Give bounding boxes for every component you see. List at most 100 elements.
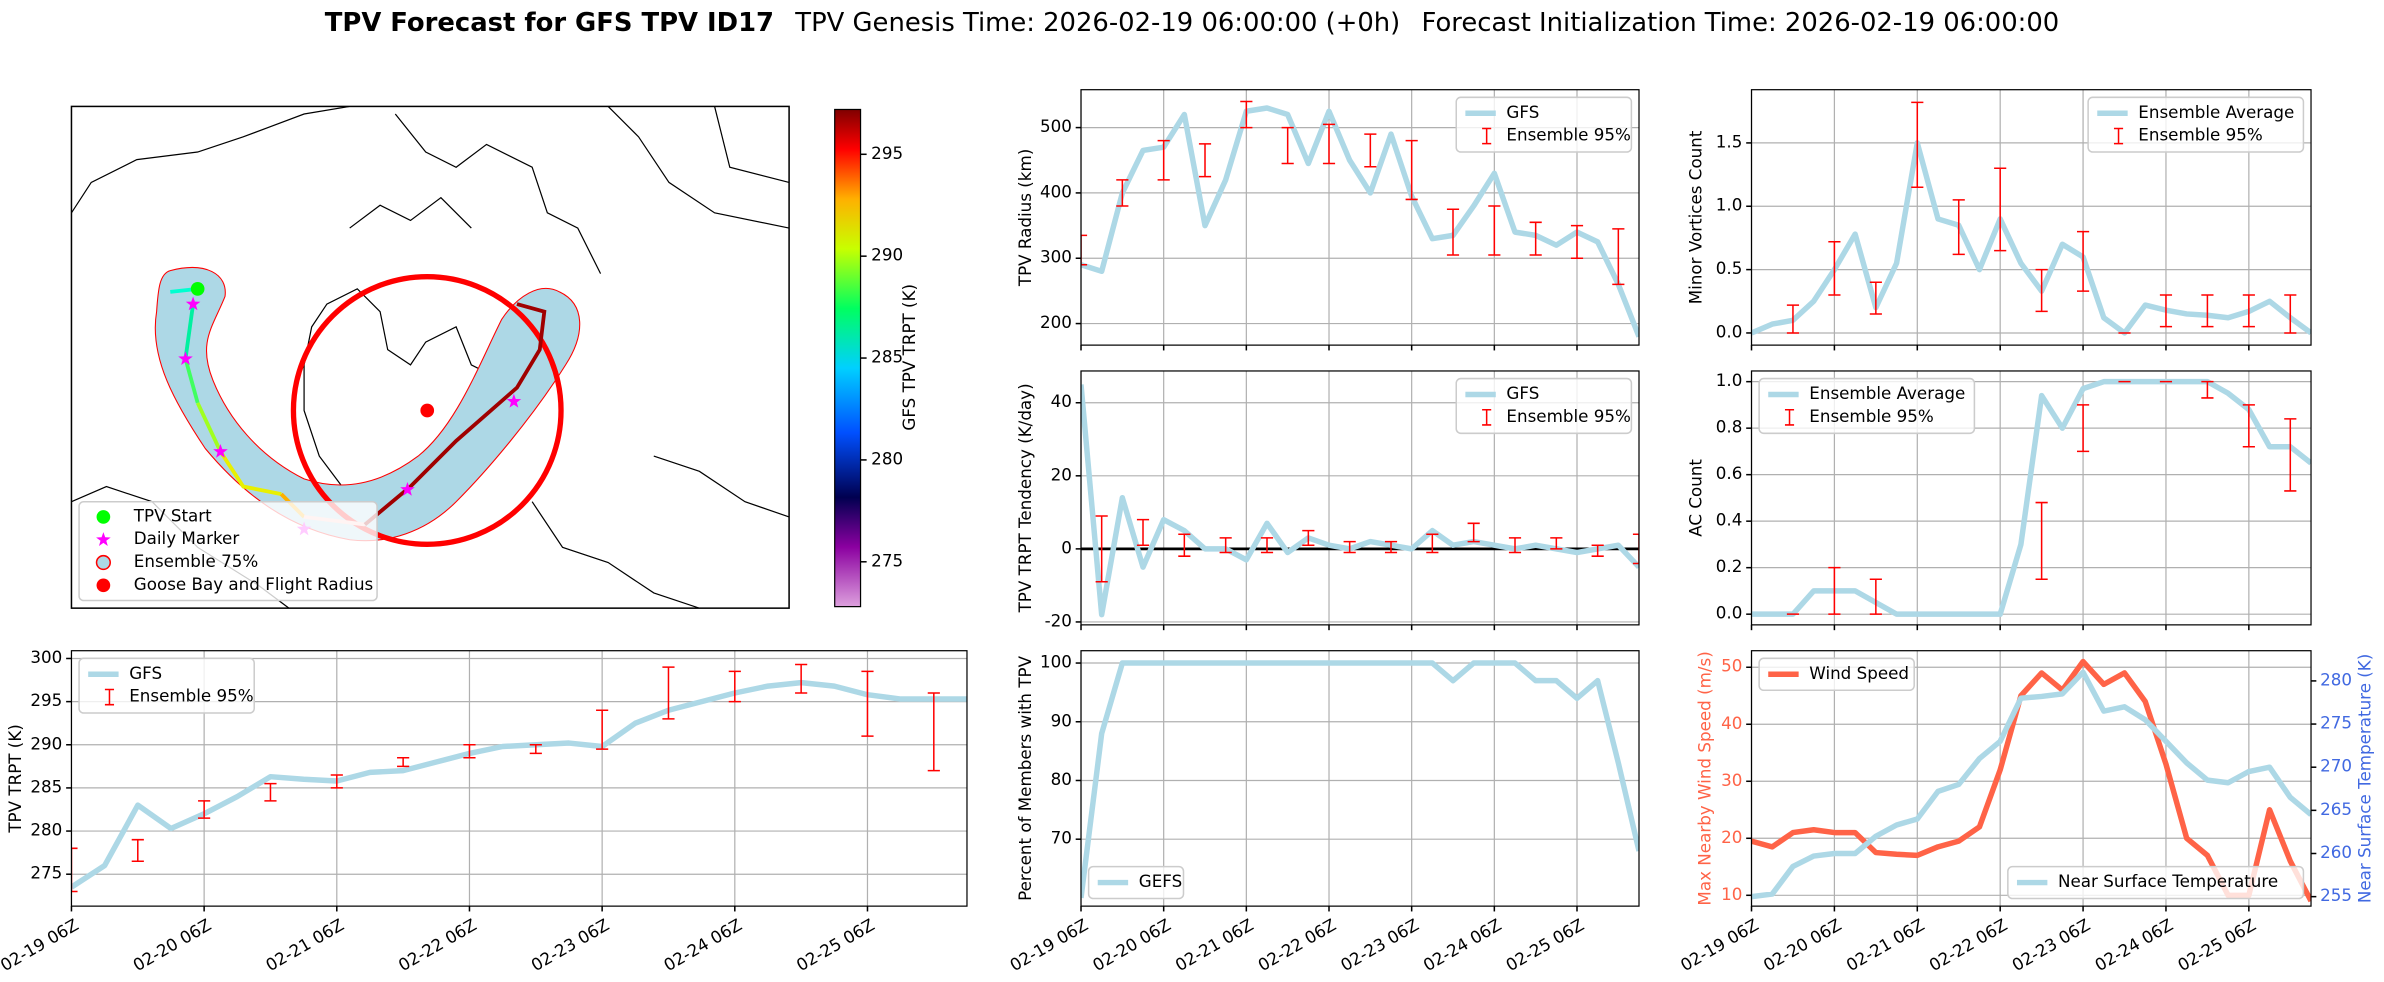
y-tick-label: 0.5: [1716, 258, 1743, 278]
x-tick-label: 02-22 06Z: [395, 914, 480, 975]
legend-label: Ensemble 95%: [1809, 406, 1933, 426]
x-tick-label: 02-19 06Z: [0, 914, 82, 975]
colorbar-tick-label: 290: [871, 245, 903, 265]
error-bar: [728, 670, 741, 703]
x-tick-label: 02-19 06Z: [1006, 914, 1091, 975]
legend-label: Ensemble 95%: [2138, 125, 2262, 145]
legend-label: Ensemble 95%: [129, 686, 253, 706]
y-tick-label: 275: [30, 863, 62, 883]
y-tick-label: 300: [1040, 247, 1072, 267]
y-axis-label: AC Count: [1685, 459, 1705, 537]
error-bar: [1136, 518, 1150, 546]
legend-label: Ensemble Average: [2138, 102, 2294, 122]
error-bar: [1869, 578, 1882, 615]
y-tick-label: 70: [1051, 828, 1072, 848]
colorbar-tick-label: 280: [871, 448, 903, 468]
error-bar: [1095, 515, 1108, 583]
legend-swatch: [2113, 127, 2124, 145]
legend-label: Ensemble 95%: [1506, 406, 1630, 426]
error-bar: [1405, 139, 1418, 201]
legend-label: GFS: [1506, 383, 1539, 403]
y-tick-label: 280: [30, 820, 62, 840]
y-tick-label: 300: [30, 647, 62, 667]
colorbar: [834, 108, 862, 608]
x-tick-label: 02-25 06Z: [2174, 914, 2259, 975]
y-tick-label: 0.2: [1716, 556, 1743, 576]
panel: -20 0 20 40 TPV TRPT Tendency (K/day) GFS Ense…: [1015, 370, 1640, 630]
title-genesis: TPV Genesis Time: 2026-02-19 06:00:00 (+…: [794, 7, 1400, 37]
plot-area: [1081, 650, 1639, 907]
x-tick-label: 02-20 06Z: [1089, 914, 1174, 975]
x-tick-label: 02-23 06Z: [1337, 914, 1422, 975]
y-tick-label: 0.0: [1716, 321, 1743, 341]
x-tick-label: 02-21 06Z: [1843, 914, 1928, 975]
error-bar: [1240, 100, 1253, 129]
legend-box: [78, 500, 378, 602]
series-line: [1081, 384, 1639, 618]
colorbar-tick-label: 295: [871, 143, 903, 163]
x-tick-label: 02-24 06Z: [1420, 914, 1505, 975]
error-bar: [1081, 234, 1088, 266]
axes-frame: [1080, 650, 1640, 907]
series-line: [1751, 669, 2312, 900]
y-tick-label: 1.5: [1716, 131, 1743, 151]
y-tick-label: 100: [1040, 652, 1072, 672]
y-tick-label: -20: [1045, 610, 1072, 630]
y-tick-label: 0.0: [1716, 603, 1743, 623]
error-bar: [2201, 294, 2214, 328]
error-bar: [2242, 404, 2255, 448]
legend-marker: [96, 510, 111, 524]
error-bar: [927, 692, 940, 772]
legend-swatch: [1784, 408, 1795, 426]
tpv-start: [190, 282, 205, 296]
x-tick-label: 02-20 06Z: [129, 914, 214, 975]
error-bar: [1446, 208, 1460, 256]
error-bar: [529, 744, 542, 755]
error-bar: [1632, 533, 1639, 565]
legend-box: [1758, 657, 1915, 692]
error-bar: [1364, 133, 1377, 168]
axes-frame: [70, 650, 968, 907]
map: TPV Start Daily Marker Ensemble 75% Goos…: [70, 105, 919, 609]
flight-radius: [290, 274, 564, 547]
y-axis-label: TPV Radius (km): [1015, 149, 1035, 287]
y-tick-label: 90: [1051, 710, 1072, 730]
error-bar: [1828, 240, 1841, 296]
y-tick-label: 20: [1721, 827, 1742, 847]
series-line: [1751, 378, 2312, 617]
legend-box: [2007, 865, 2305, 900]
error-bar: [2159, 294, 2173, 328]
y-tick-label: 285: [30, 776, 62, 796]
plot-area: [1751, 650, 2312, 907]
error-bar: [2284, 418, 2297, 492]
y-tick-label: 0.8: [1716, 417, 1743, 437]
y-axis-label: Minor Vortices Count: [1685, 130, 1705, 304]
legend-box: [78, 657, 255, 714]
x-tick-label: 02-24 06Z: [660, 914, 745, 975]
x-tick-label: 02-25 06Z: [1502, 914, 1587, 975]
error-bar: [596, 709, 609, 750]
y-tick-label: 50: [1721, 656, 1742, 676]
y-tick-label: 290: [30, 733, 62, 753]
legend: Near Surface Temperature: [2007, 865, 2305, 900]
x-tick-label: 02-22 06Z: [1925, 914, 2010, 975]
legend-swatch: [1482, 408, 1492, 426]
legend: Wind Speed: [1758, 657, 1915, 692]
error-bar: [1828, 566, 1841, 615]
legend-label: TPV Start: [133, 505, 212, 525]
error-bar: [198, 800, 211, 819]
error-bar: [1591, 544, 1604, 557]
legend-box: [1455, 96, 1633, 153]
error-bar: [1426, 533, 1439, 554]
y-axis-label: TPV TRPT (K): [5, 724, 25, 833]
error-bar: [1467, 522, 1480, 543]
y-tick-label: 1.0: [1716, 370, 1743, 390]
error-bar: [463, 744, 476, 759]
x-tick-label: 02-19 06Z: [1677, 914, 1762, 975]
title-init: Forecast Initialization Time: 2026-02-19…: [1422, 7, 2060, 37]
y-tick-label: 295: [30, 690, 62, 710]
